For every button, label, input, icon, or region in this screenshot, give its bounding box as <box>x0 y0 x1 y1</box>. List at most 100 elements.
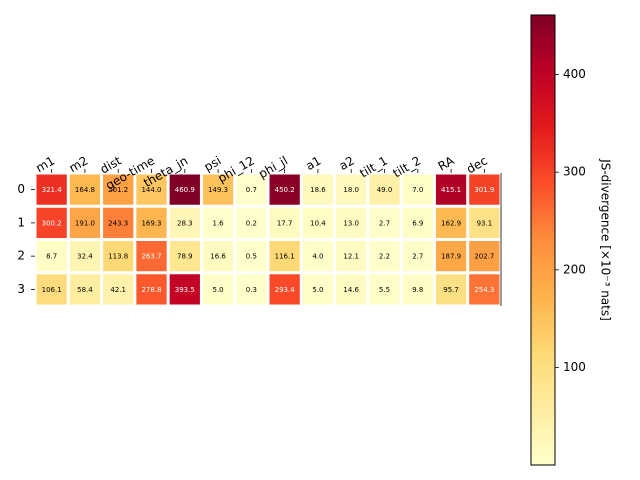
cell-label: 6.9 <box>412 219 423 227</box>
heatmap-cell <box>302 274 334 305</box>
heatmap-cell <box>103 241 134 272</box>
y-tick-label: 1 <box>17 215 25 229</box>
colorbar-gradient <box>530 14 556 466</box>
heatmap-cell <box>169 207 200 238</box>
x-tick-label: RA <box>436 153 458 174</box>
cell-label: 4.0 <box>312 253 323 261</box>
heatmap-cell <box>202 207 234 238</box>
heatmap-cell <box>136 274 167 305</box>
heatmap-cell <box>435 274 467 305</box>
cell-label: 187.9 <box>441 253 461 261</box>
cell-label: 106.1 <box>42 286 62 294</box>
x-tick-label: m2 <box>67 153 91 175</box>
colorbar: 100 200 300 400 <box>530 14 586 466</box>
cell-label: 164.8 <box>75 186 95 194</box>
heatmap-cell <box>469 274 500 305</box>
heatmap-cell <box>336 274 367 305</box>
x-tick-label: dec <box>464 153 490 176</box>
heatmap-cell <box>103 207 134 238</box>
y-tick-label: 0 <box>17 182 25 196</box>
heatmap-cell <box>435 241 467 272</box>
heatmap-cell <box>36 207 67 238</box>
cell-label: 243.3 <box>108 219 128 227</box>
heatmap-cell <box>136 207 167 238</box>
heatmap-cell <box>302 207 334 238</box>
colorbar-tick-label: 300 <box>563 165 586 179</box>
colorbar-label: JS-divergence [×10⁻³ nats] <box>599 158 613 321</box>
heatmap-cell <box>402 174 433 205</box>
heatmap-cell <box>402 241 433 272</box>
heatmap-cell <box>469 241 500 272</box>
cell-label: 278.8 <box>141 286 161 294</box>
y-tick-label: 2 <box>17 249 25 263</box>
heatmap-cell <box>169 241 200 272</box>
cell-label: 8.7 <box>46 253 57 261</box>
heatmap-cell <box>136 174 167 205</box>
colorbar-tick-label: 400 <box>563 67 586 81</box>
heatmap-cell <box>369 207 400 238</box>
cell-label: 18.0 <box>343 186 359 194</box>
y-tick-label: 3 <box>17 282 25 296</box>
cell-label: 2.7 <box>412 253 423 261</box>
colorbar-tick-label: 200 <box>563 262 586 276</box>
heatmap-cell <box>236 274 267 305</box>
heatmap-cell <box>336 174 367 205</box>
cell-label: 17.7 <box>277 219 293 227</box>
heatmap-cell <box>369 241 400 272</box>
cell-label: 12.1 <box>343 253 359 261</box>
heatmap-cell <box>469 174 500 205</box>
heatmap-cell <box>302 241 334 272</box>
colorbar-tick-label: 100 <box>563 360 586 374</box>
heatmap-cell <box>369 274 400 305</box>
heatmap-cell <box>202 174 234 205</box>
cell-label: 201.2 <box>108 186 128 194</box>
cell-label: 300.2 <box>42 219 62 227</box>
cell-label: 28.3 <box>177 219 193 227</box>
cell-label: 2.2 <box>379 253 390 261</box>
heatmap-cell <box>103 274 134 305</box>
cell-label: 9.8 <box>412 286 423 294</box>
heatmap-cell <box>103 174 134 205</box>
cell-label: 42.1 <box>110 286 126 294</box>
cell-label: 191.0 <box>75 219 95 227</box>
cell-label: 2.7 <box>379 219 390 227</box>
heatmap-cell <box>269 174 300 205</box>
heatmap-cell <box>402 207 433 238</box>
heatmap-cell <box>236 241 267 272</box>
cell-label: 263.7 <box>141 253 161 261</box>
cell-label: 162.9 <box>441 219 461 227</box>
cell-label: 95.7 <box>443 286 459 294</box>
cell-label: 10.4 <box>310 219 326 227</box>
heatmap-cell <box>69 241 101 272</box>
heatmap-cell <box>202 274 234 305</box>
cell-label: 301.9 <box>474 186 494 194</box>
y-axis: 0 1 2 3 <box>17 182 35 296</box>
heatmap-cell <box>269 274 300 305</box>
cell-label: 5.0 <box>312 286 323 294</box>
cell-label: 460.9 <box>175 186 195 194</box>
heatmap-cell <box>69 274 101 305</box>
cell-label: 321.4 <box>42 186 63 194</box>
cell-label: 0.7 <box>246 186 257 194</box>
heatmap-cell <box>369 174 400 205</box>
cell-label: 0.3 <box>246 286 257 294</box>
cell-label: 144.0 <box>141 186 161 194</box>
cell-label: 7.0 <box>412 186 423 194</box>
heatmap-cell <box>202 241 234 272</box>
heatmap-cell <box>36 241 67 272</box>
heatmap-cell <box>269 207 300 238</box>
cell-label: 58.4 <box>77 286 93 294</box>
cell-label: 113.8 <box>108 253 128 261</box>
cell-label: 18.6 <box>310 186 326 194</box>
cell-label: 49.0 <box>377 186 393 194</box>
heatmap-cell <box>169 274 200 305</box>
cell-label: 116.1 <box>275 253 295 261</box>
x-tick-label: a1 <box>303 153 323 173</box>
heatmap-cell <box>302 174 334 205</box>
cell-label: 93.1 <box>477 219 493 227</box>
cell-label: 254.3 <box>474 286 494 294</box>
cell-label: 0.5 <box>246 253 257 261</box>
cell-label: 393.5 <box>175 286 195 294</box>
cell-label: 16.6 <box>210 253 226 261</box>
